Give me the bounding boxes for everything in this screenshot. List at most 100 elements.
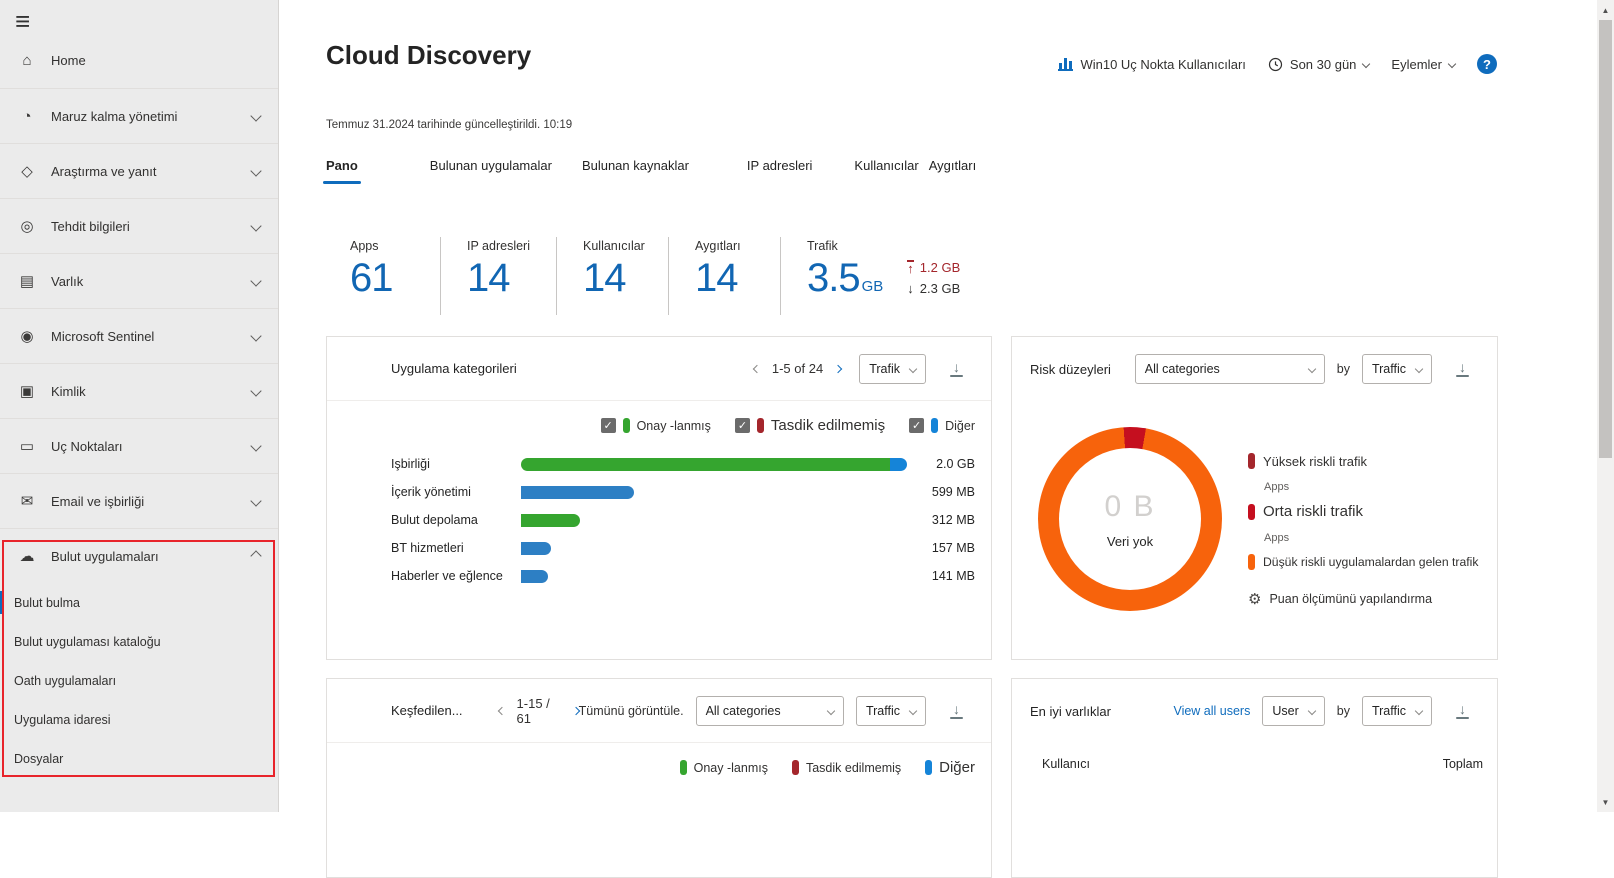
sidebar-item-cloud-apps[interactable]: ☁ Bulut uygulamaları bbox=[0, 528, 278, 583]
download-icon: ↓ bbox=[1459, 701, 1466, 717]
checkbox-icon[interactable]: ✓ bbox=[600, 418, 616, 433]
tab-ip-addresses[interactable]: IP adresleri bbox=[746, 158, 813, 173]
sidebar-item-assets[interactable]: ▤ Varlık bbox=[0, 253, 278, 308]
chevron-down-icon bbox=[1414, 706, 1424, 716]
chevron-up-icon bbox=[250, 550, 262, 562]
scrollbar-thumb[interactable] bbox=[1599, 20, 1612, 458]
view-all-link[interactable]: Tümünü görüntüle. bbox=[578, 703, 684, 718]
sidebar-item-investigation-response[interactable]: ◇ Araştırma ve yanıt bbox=[0, 143, 278, 198]
sidebar-item-threat-intelligence[interactable]: ◎ Tehdit bilgileri bbox=[0, 198, 278, 253]
bar bbox=[521, 485, 907, 499]
previous-page-icon[interactable] bbox=[752, 364, 762, 373]
sidebar-item-endpoints[interactable]: ▭ Uç Noktaları bbox=[0, 418, 278, 473]
next-page-icon[interactable] bbox=[833, 364, 843, 373]
donut-center-label: Veri yok bbox=[1106, 533, 1154, 549]
chevron-down-icon bbox=[1307, 706, 1316, 716]
download-button[interactable]: ↓ bbox=[1456, 359, 1469, 377]
help-icon: ? bbox=[1483, 56, 1491, 72]
assets-icon: ▤ bbox=[19, 273, 35, 290]
chevron-down-icon bbox=[1307, 364, 1316, 374]
legend-item-high-risk: Yüksek riskli trafik bbox=[1248, 453, 1489, 469]
legend-color-marker bbox=[791, 760, 799, 775]
metric-select[interactable]: Traffic bbox=[1361, 696, 1432, 726]
chevron-down-icon bbox=[250, 385, 262, 397]
legend-color-marker bbox=[756, 418, 764, 433]
entity-select[interactable]: User bbox=[1262, 696, 1325, 726]
chevron-down-icon bbox=[250, 110, 262, 122]
sidebar-item-identity[interactable]: ▣ Kimlik bbox=[0, 363, 278, 418]
metric-select[interactable]: Traffic bbox=[1361, 354, 1432, 384]
legend-color-marker bbox=[622, 418, 630, 433]
sidebar-item-app-governance[interactable]: Uygulama idaresi bbox=[14, 712, 111, 727]
chart-legend: Onay -lanmış Tasdik edilmemiş Diğer bbox=[327, 743, 991, 784]
metric-select[interactable]: Traffic bbox=[855, 695, 926, 726]
last-updated-text: Temmuz 31.2024 tarihinde güncelleştirild… bbox=[326, 119, 573, 131]
chevron-down-icon bbox=[250, 440, 262, 452]
download-icon: ↓ bbox=[1459, 359, 1466, 375]
dashboard-cards-top: Uygulama kategorileri 1-5 of 24 Trafik ↓ bbox=[326, 336, 1498, 660]
card-title: En iyi varlıklar bbox=[1030, 703, 1111, 719]
download-button[interactable]: ↓ bbox=[950, 360, 963, 377]
tab-discovered-resources[interactable]: Bulunan kaynaklar bbox=[581, 158, 689, 173]
chevron-down-icon bbox=[1414, 364, 1424, 374]
sidebar-nav: ⌂ Home ◔ Maruz kalma yönetimi ◇ Araştırm… bbox=[0, 33, 278, 778]
legend-color-marker bbox=[1248, 554, 1255, 570]
page-title: Cloud Discovery bbox=[326, 40, 532, 70]
chart-legend: ✓ Onay -lanmış ✓ Tasdik edilmemiş ✓ Diğe… bbox=[327, 401, 991, 442]
view-all-users-link[interactable]: View all users bbox=[1173, 704, 1251, 718]
pagination: 1-5 of 24 bbox=[752, 361, 843, 376]
scroll-down-icon[interactable]: ▼ bbox=[1601, 797, 1610, 807]
stat-devices: Aygıtları 14 bbox=[668, 237, 780, 315]
tab-dashboard[interactable]: Pano bbox=[323, 158, 361, 184]
table-header-row: Kullanıcı Toplam bbox=[1012, 743, 1497, 771]
help-button[interactable]: ? bbox=[1477, 54, 1497, 74]
tab-devices[interactable]: Aygıtları bbox=[928, 158, 977, 173]
selected-indicator bbox=[0, 591, 3, 614]
bar bbox=[521, 457, 907, 471]
sidebar-item-cloud-discovery[interactable]: Bulut bulma bbox=[0, 583, 278, 622]
sidebar-item-cloud-app-catalog[interactable]: Bulut uygulaması kataloğu bbox=[14, 634, 161, 649]
vertical-scrollbar[interactable]: ▲ ▼ bbox=[1597, 0, 1614, 812]
report-selector[interactable]: Win10 Uç Nokta Kullanıcıları bbox=[1058, 57, 1246, 72]
sidebar-item-exposure-management[interactable]: ◔ Maruz kalma yönetimi bbox=[0, 88, 278, 143]
actions-menu[interactable]: Eylemler bbox=[1391, 57, 1457, 72]
gear-icon: ⚙ bbox=[1248, 591, 1262, 608]
checkbox-icon[interactable]: ✓ bbox=[734, 418, 750, 433]
pagination: 1-15 / 61 bbox=[497, 696, 580, 726]
endpoints-icon: ▭ bbox=[19, 438, 35, 455]
checkbox-icon[interactable]: ✓ bbox=[909, 418, 925, 433]
cloud-icon: ☁ bbox=[19, 548, 35, 565]
uploaded-traffic: ↑ 1.2 GB bbox=[907, 260, 961, 276]
sidebar-item-files[interactable]: Dosyalar bbox=[14, 751, 64, 766]
time-range-selector[interactable]: Son 30 gün bbox=[1268, 57, 1371, 72]
menu-icon[interactable]: ≡ bbox=[15, 6, 31, 36]
card-title: Uygulama kategorileri bbox=[391, 361, 517, 376]
dashboard-cards-bottom: Keşfedilen... 1-15 / 61 Tümünü görüntüle… bbox=[326, 678, 1498, 878]
category-select[interactable]: All categories bbox=[1134, 354, 1325, 384]
sidebar-item-email-collaboration[interactable]: ✉ Email ve işbirliği bbox=[0, 473, 278, 528]
sidebar-item-home[interactable]: ⌂ Home bbox=[0, 33, 278, 88]
configure-score-link[interactable]: ⚙ Puan ölçümünü yapılandırma bbox=[1248, 591, 1433, 608]
download-button[interactable]: ↓ bbox=[1456, 701, 1469, 719]
sentinel-icon: ◉ bbox=[20, 328, 34, 345]
tab-users[interactable]: Kullanıcılar bbox=[854, 158, 919, 173]
metric-select[interactable]: Trafik bbox=[859, 353, 926, 384]
bar bbox=[521, 569, 907, 583]
scroll-up-icon[interactable]: ▲ bbox=[1601, 5, 1610, 15]
download-button[interactable]: ↓ bbox=[950, 702, 963, 719]
tab-discovered-apps[interactable]: Bulunan uygulamalar bbox=[429, 158, 552, 173]
sidebar-item-microsoft-sentinel[interactable]: ◉ Microsoft Sentinel bbox=[0, 308, 278, 363]
download-arrow-icon: ↓ bbox=[907, 281, 914, 296]
page-actions: Win10 Uç Nokta Kullanıcıları Son 30 gün … bbox=[1058, 54, 1497, 74]
chevron-down-icon bbox=[908, 706, 918, 715]
bar-row-news-entertainment: Haberler ve eğlence 141 MB bbox=[391, 569, 975, 583]
risk-legend: Yüksek riskli trafik Apps Orta riskli tr… bbox=[1248, 427, 1489, 611]
chevron-down-icon bbox=[250, 220, 262, 232]
chevron-down-icon bbox=[250, 330, 262, 342]
summary-stats: Apps 61 IP adresleri 14 Kullanıcılar 14 … bbox=[326, 237, 960, 315]
chevron-down-icon bbox=[250, 275, 262, 287]
sidebar-item-oauth-apps[interactable]: Oath uygulamaları bbox=[14, 673, 117, 688]
previous-page-icon[interactable] bbox=[497, 706, 506, 715]
category-select[interactable]: All categories bbox=[695, 695, 844, 726]
legend-color-marker bbox=[1248, 503, 1255, 520]
